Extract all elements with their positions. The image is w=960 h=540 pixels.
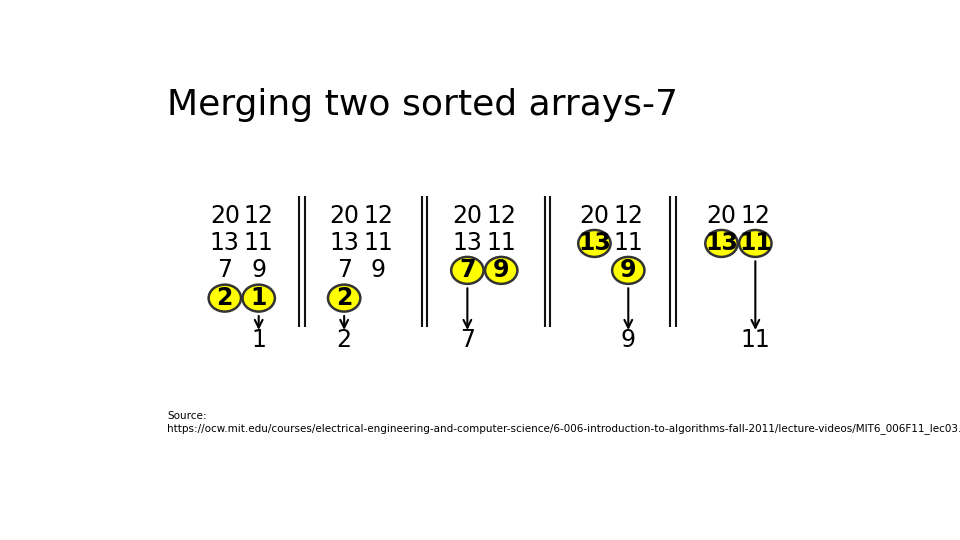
Text: 9: 9: [493, 258, 510, 282]
Ellipse shape: [485, 257, 517, 284]
Text: 12: 12: [487, 205, 516, 228]
Ellipse shape: [243, 285, 275, 312]
Text: 11: 11: [613, 232, 643, 255]
Text: 1: 1: [251, 286, 267, 310]
Ellipse shape: [451, 257, 484, 284]
Text: 7: 7: [460, 328, 475, 353]
Ellipse shape: [578, 230, 611, 257]
Ellipse shape: [612, 257, 644, 284]
Text: 11: 11: [363, 232, 393, 255]
Text: 13: 13: [705, 232, 738, 255]
Text: 2: 2: [336, 286, 352, 310]
Text: 13: 13: [578, 232, 611, 255]
Text: 13: 13: [210, 232, 240, 255]
Text: 12: 12: [613, 205, 643, 228]
Text: 9: 9: [620, 258, 636, 282]
Text: 7: 7: [217, 258, 232, 282]
Text: 7: 7: [337, 258, 351, 282]
Text: 11: 11: [244, 232, 274, 255]
Text: 20: 20: [452, 205, 482, 228]
Text: 13: 13: [452, 232, 482, 255]
Text: 20: 20: [210, 205, 240, 228]
Text: 20: 20: [329, 205, 359, 228]
Ellipse shape: [706, 230, 737, 257]
Text: 20: 20: [707, 205, 736, 228]
Text: 7: 7: [459, 258, 475, 282]
Ellipse shape: [739, 230, 772, 257]
Text: 2: 2: [337, 328, 351, 353]
Text: 2: 2: [217, 286, 233, 310]
Text: 12: 12: [740, 205, 770, 228]
Text: 1: 1: [252, 328, 266, 353]
Ellipse shape: [208, 285, 241, 312]
Text: Merging two sorted arrays-7: Merging two sorted arrays-7: [167, 88, 678, 122]
Text: 9: 9: [621, 328, 636, 353]
Ellipse shape: [328, 285, 360, 312]
Text: 20: 20: [580, 205, 610, 228]
Text: 13: 13: [329, 232, 359, 255]
Text: Source: https://ocw.mit.edu/courses/electrical-engineering-and-computer-science/: Source: https://ocw.mit.edu/courses/elec…: [167, 411, 960, 434]
Text: 11: 11: [487, 232, 516, 255]
Text: 9: 9: [371, 258, 386, 282]
Text: 12: 12: [244, 205, 274, 228]
Text: 11: 11: [740, 328, 770, 353]
Text: 11: 11: [739, 232, 772, 255]
Text: 9: 9: [252, 258, 266, 282]
Text: 12: 12: [363, 205, 393, 228]
